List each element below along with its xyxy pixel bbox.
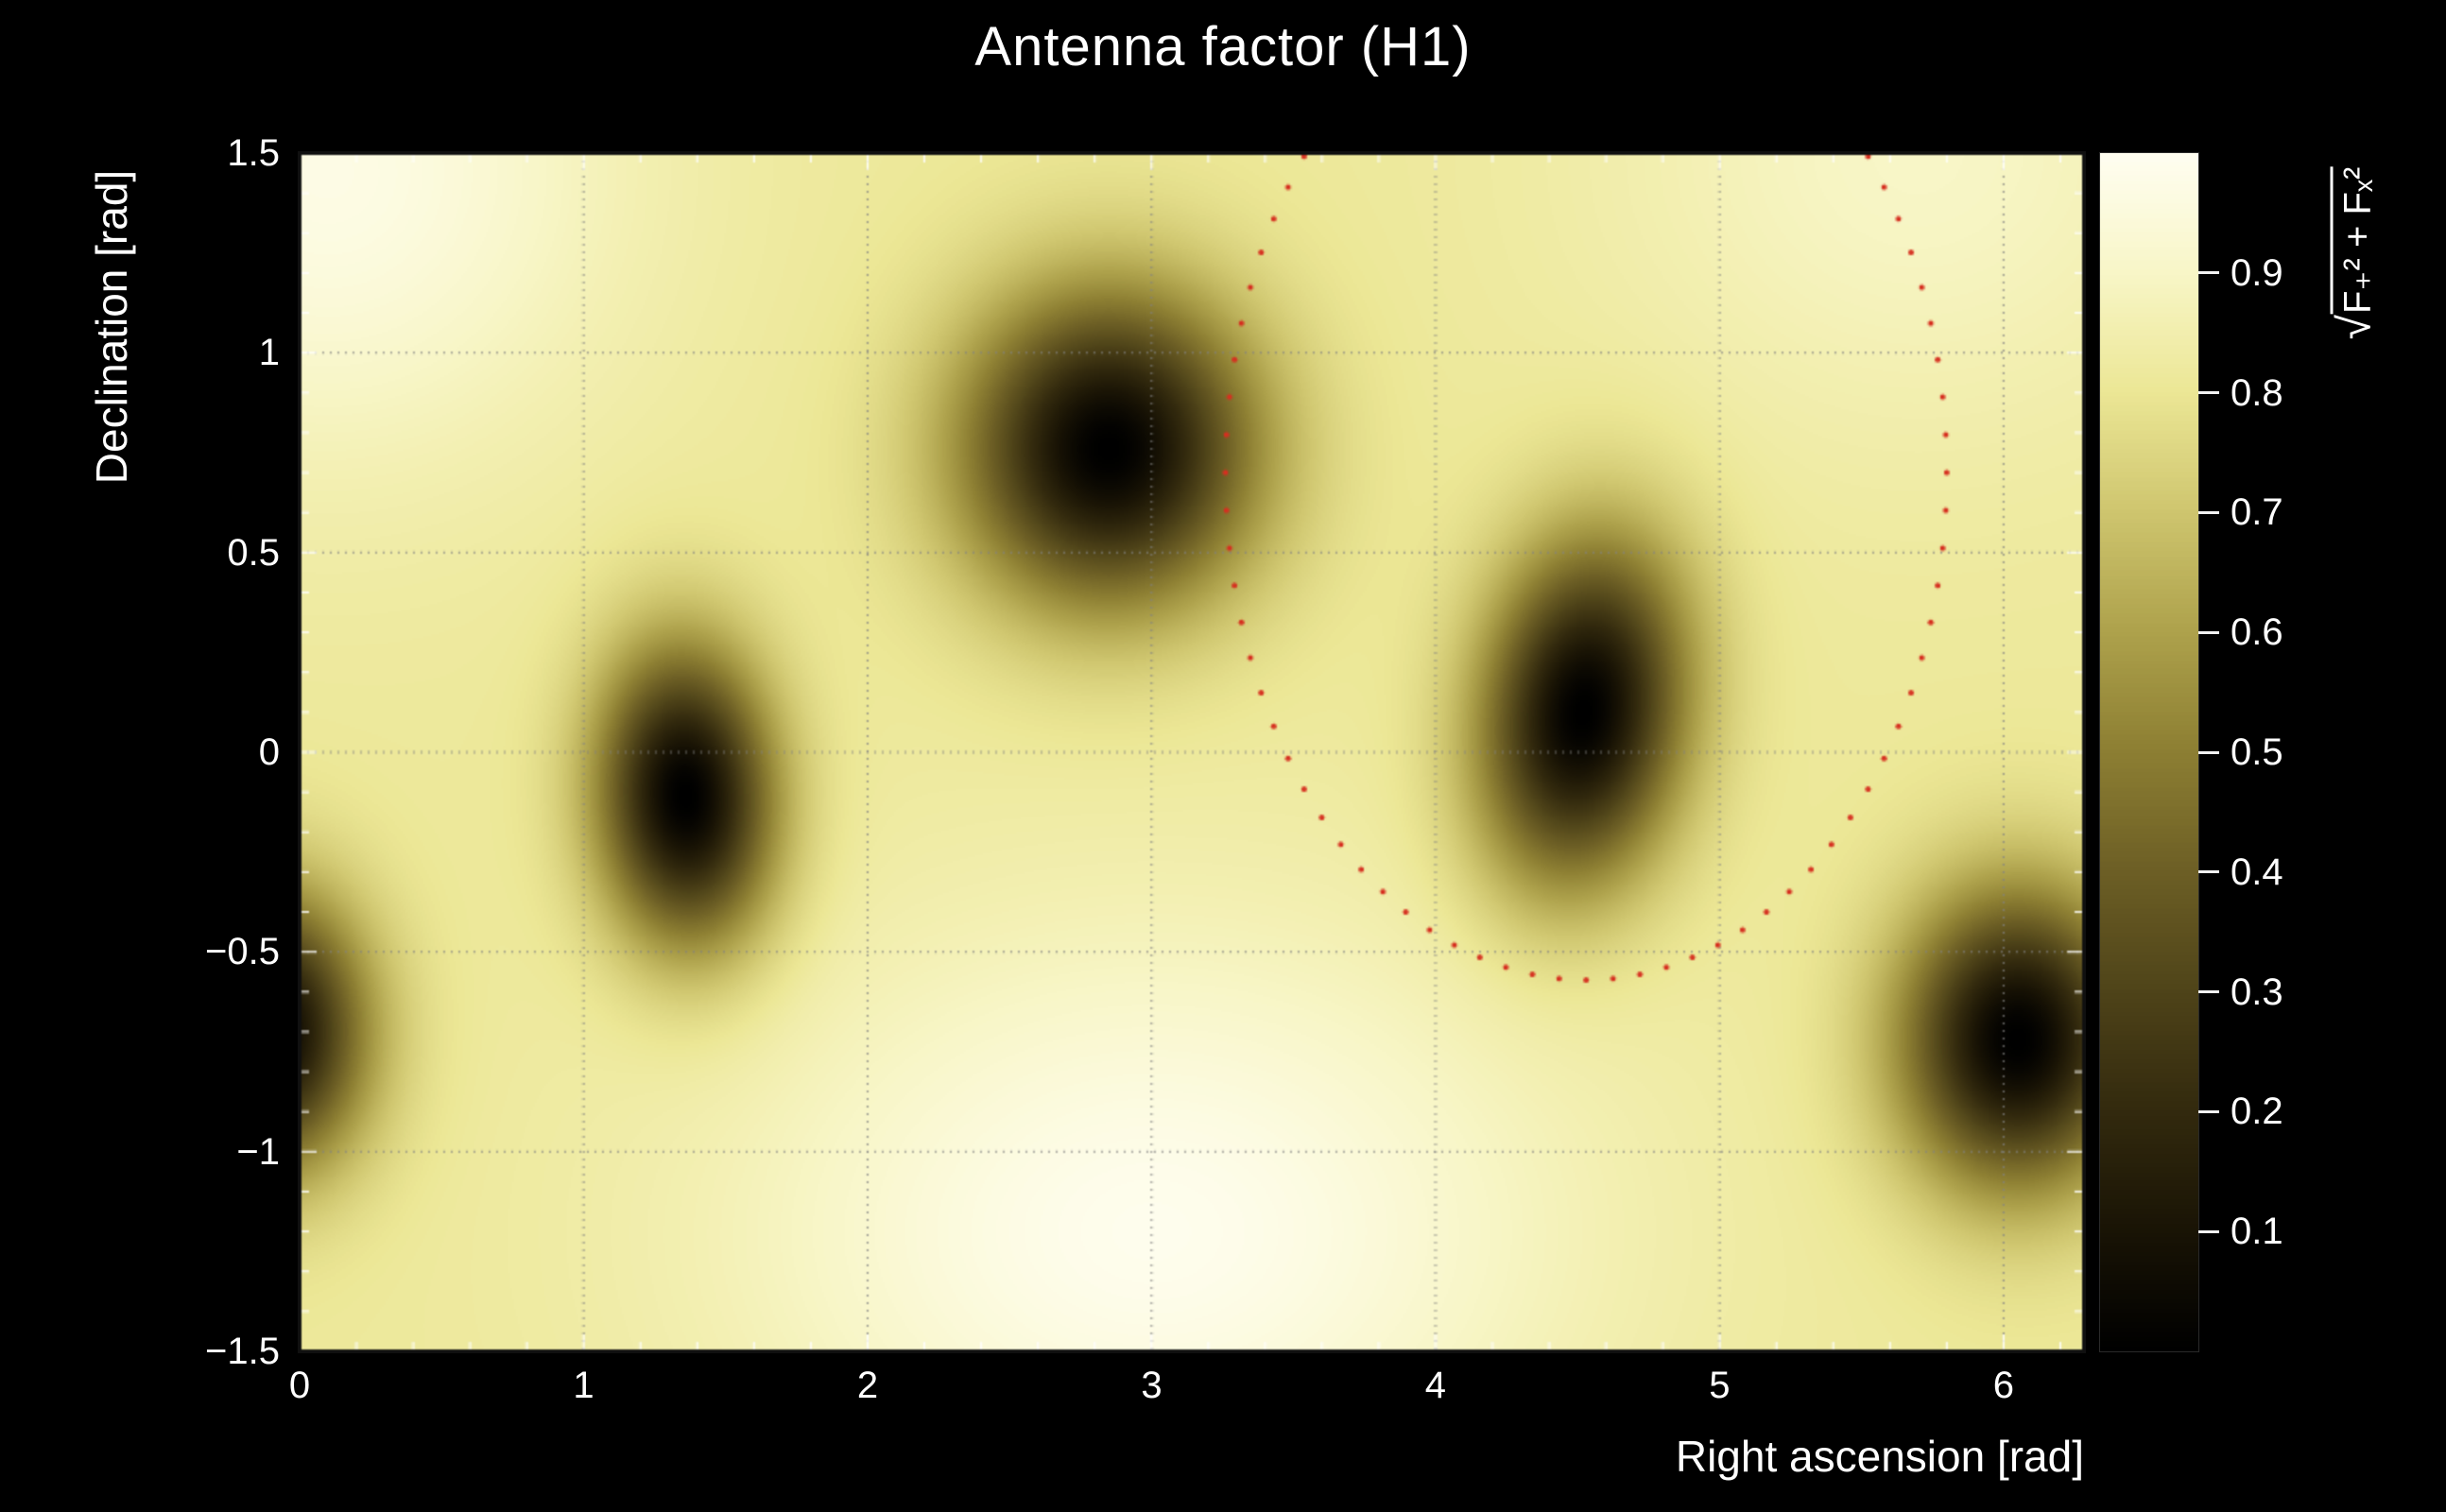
- x-tick-label: 3: [1141, 1365, 1163, 1406]
- x-axis-title: Right ascension [rad]: [1675, 1432, 2084, 1481]
- plot-area[interactable]: [298, 151, 2086, 1353]
- colorbar-tick-mark: [2198, 990, 2219, 994]
- x-tick-label: 5: [1709, 1365, 1731, 1406]
- colorbar-tick-label: 0.4: [2231, 850, 2283, 893]
- colorbar-tick-label: 0.8: [2231, 371, 2283, 414]
- colorbar-tick-label: 0.7: [2231, 491, 2283, 534]
- y-tick-label: 1.5: [227, 132, 280, 174]
- y-axis-title: Declination [rad]: [87, 169, 136, 485]
- y-tick-label: 0.5: [227, 531, 280, 574]
- colorbar-tick-label: 0.1: [2231, 1211, 2283, 1253]
- colorbar-tick-mark: [2198, 750, 2219, 754]
- x-tick-label: 4: [1424, 1365, 1447, 1406]
- colorbar-tick-mark: [2198, 510, 2219, 514]
- colorbar-tick-mark: [2198, 1229, 2219, 1233]
- colorbar-canvas: [2100, 153, 2198, 1351]
- colorbar-tick-mark: [2198, 1109, 2219, 1113]
- colorbar: [2099, 152, 2199, 1352]
- colorbar-axis-title: √F₊² + Fₓ²: [2330, 166, 2382, 340]
- y-tick-label: −0.5: [205, 931, 280, 973]
- colorbar-tick-mark: [2198, 870, 2219, 874]
- x-tick-label: 2: [856, 1365, 879, 1406]
- y-tick-label: −1: [236, 1130, 280, 1173]
- heatmap-canvas[interactable]: [300, 153, 2084, 1351]
- x-tick-label: 1: [573, 1365, 594, 1406]
- y-tick-label: 0: [258, 731, 280, 773]
- colorbar-tick-mark: [2198, 271, 2219, 275]
- colorbar-tick-label: 0.2: [2231, 1091, 2283, 1133]
- y-tick-label: 1: [258, 332, 280, 374]
- colorbar-tick-label: 0.6: [2231, 611, 2283, 654]
- sqrt-symbol: √: [2330, 315, 2381, 340]
- colorbar-tick-label: 0.3: [2231, 971, 2283, 1013]
- x-tick-label: 6: [1992, 1365, 2015, 1406]
- colorbar-tick-mark: [2198, 391, 2219, 395]
- colorbar-tick-mark: [2198, 630, 2219, 634]
- colorbar-tick-label: 0.5: [2231, 731, 2283, 773]
- y-tick-label: −1.5: [205, 1331, 280, 1372]
- x-tick-label: 0: [288, 1365, 311, 1406]
- plot-title: Antenna factor (H1): [974, 16, 1472, 77]
- colorbar-tick-label: 0.9: [2231, 251, 2283, 294]
- colorbar-expression: F₊² + Fₓ²: [2330, 166, 2379, 314]
